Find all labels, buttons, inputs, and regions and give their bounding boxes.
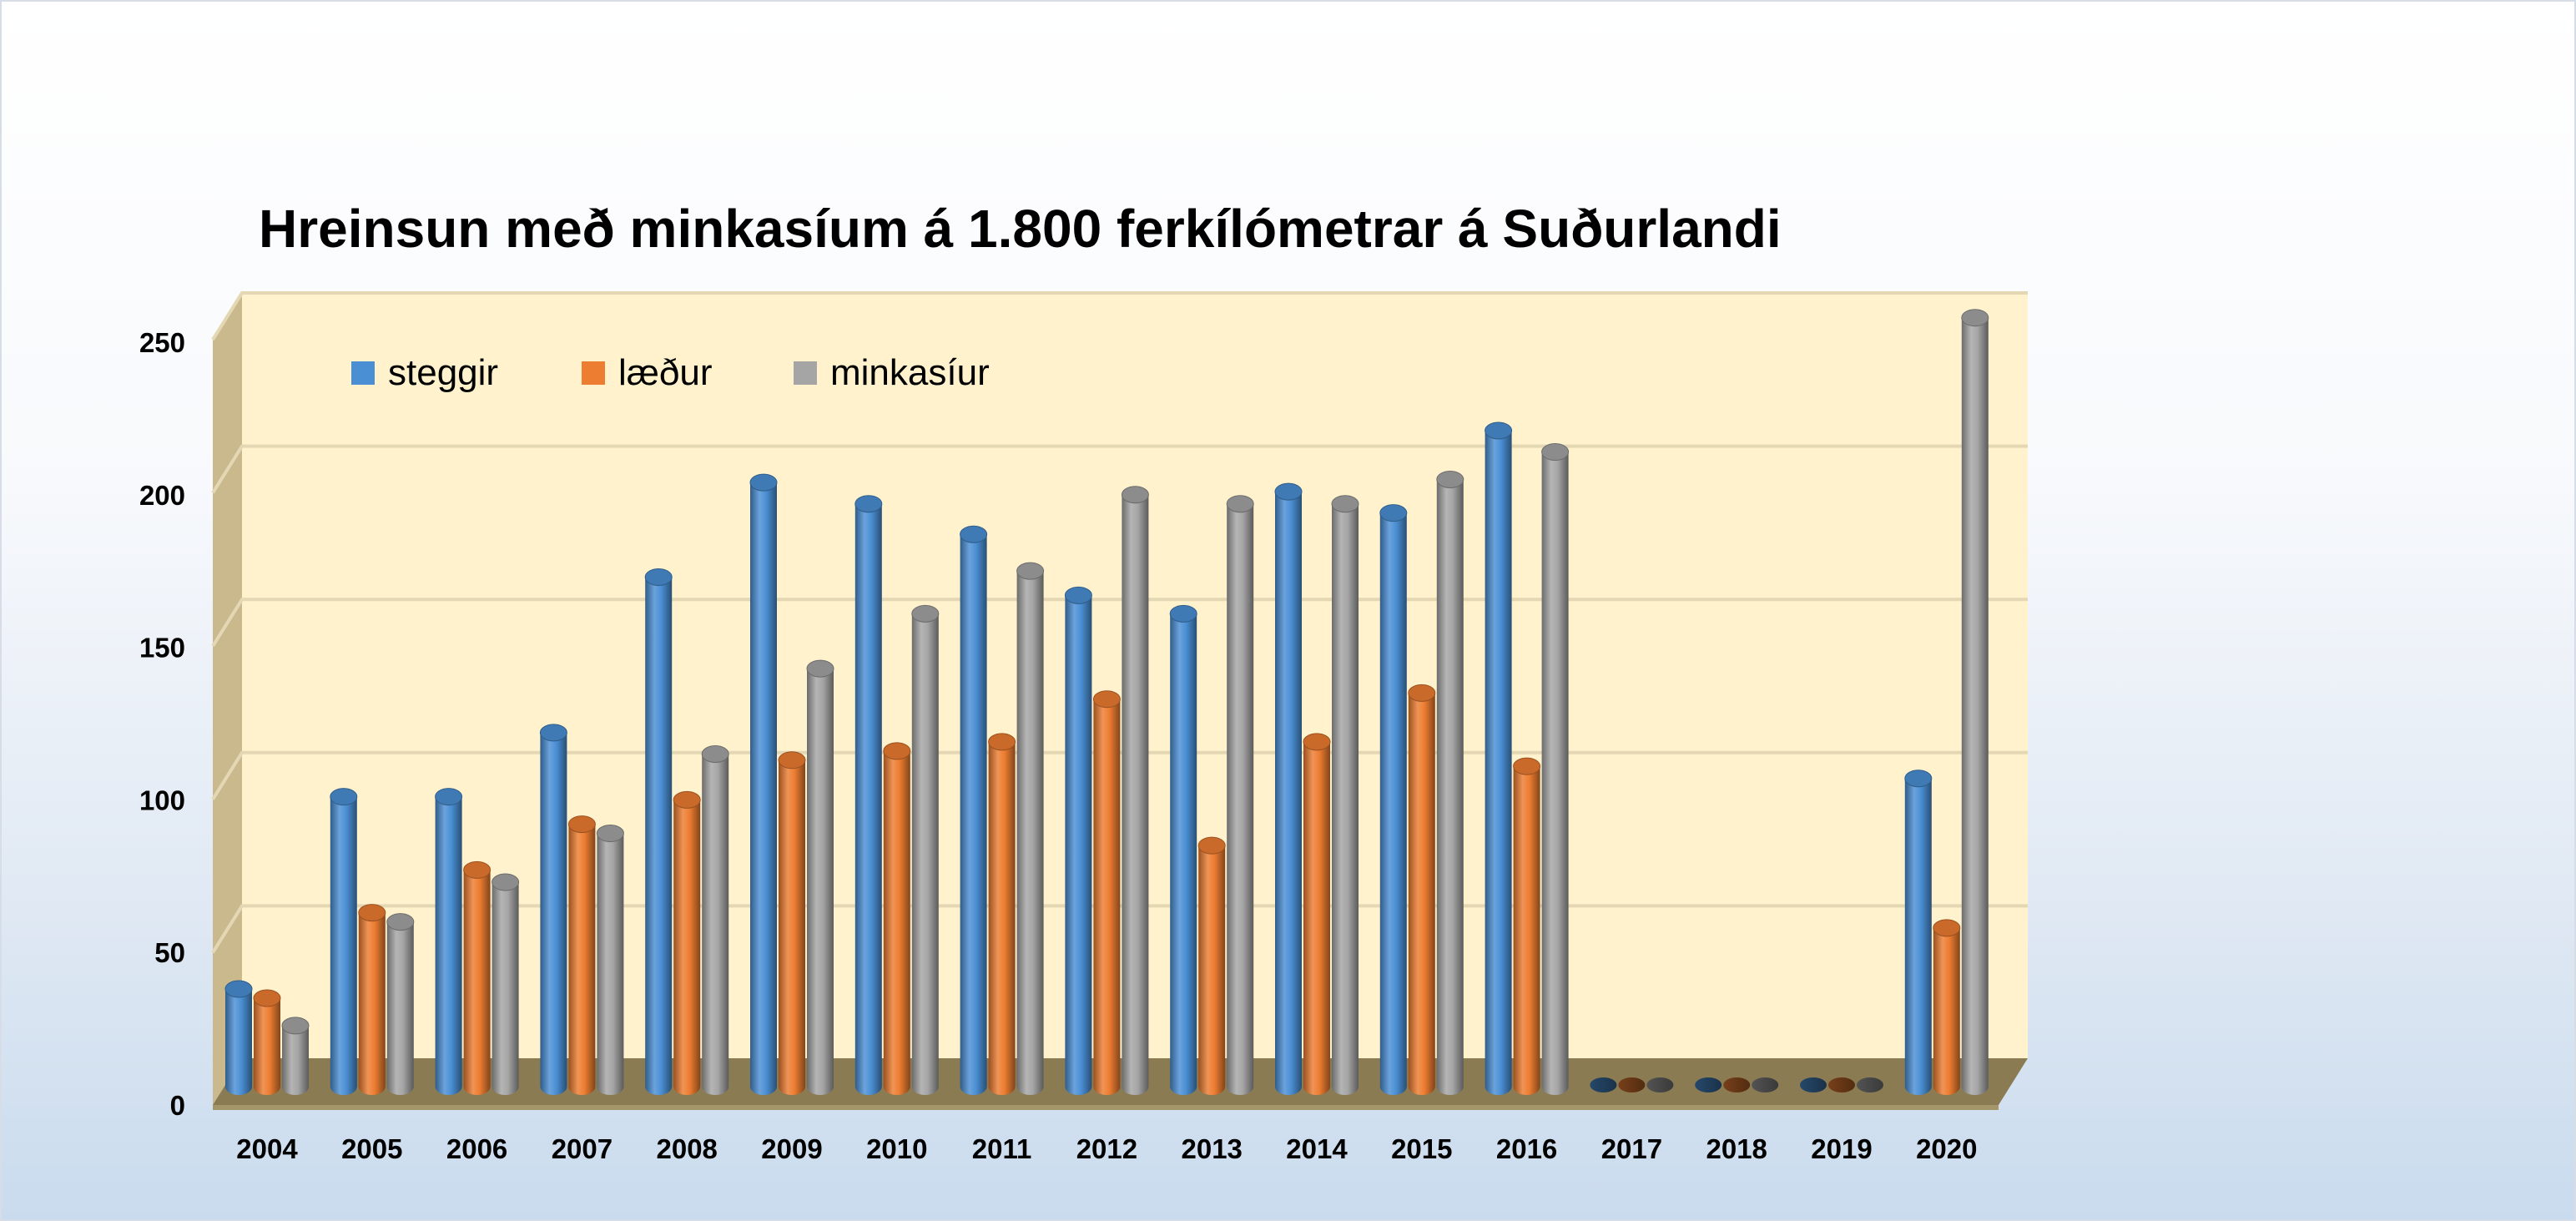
- bar-minkasíur-2017: [1646, 1077, 1674, 1092]
- bar-steggir-2020: [1904, 769, 1933, 1095]
- bar-minkasíur-2010: [911, 604, 940, 1095]
- y-tick-label: 50: [154, 937, 185, 968]
- legend-swatch-minkasiur: [794, 361, 817, 385]
- x-tick-label: 2014: [1286, 1133, 1348, 1164]
- x-tick-label: 2009: [761, 1133, 822, 1164]
- bar-steggir-2018: [1695, 1077, 1722, 1092]
- bar-læður-2019: [1828, 1077, 1855, 1092]
- bar-læður-2004: [253, 989, 281, 1095]
- bar-læður-2006: [463, 860, 492, 1095]
- x-tick-label: 2020: [1916, 1133, 1977, 1164]
- bar-steggir-2012: [1064, 586, 1092, 1095]
- bar-læður-2018: [1723, 1077, 1751, 1092]
- x-tick-label: 2016: [1496, 1133, 1557, 1164]
- x-tick-label: 2011: [972, 1133, 1032, 1164]
- bar-minkasíur-2012: [1121, 486, 1149, 1095]
- x-tick-label: 2013: [1181, 1133, 1242, 1164]
- bar-minkasíur-2005: [386, 913, 415, 1095]
- y-tick-label: 200: [139, 480, 185, 511]
- bar-minkasíur-2004: [281, 1017, 310, 1095]
- x-tick-label: 2004: [236, 1133, 298, 1164]
- x-tick-label: 2006: [446, 1133, 507, 1164]
- x-tick-label: 2015: [1391, 1133, 1452, 1164]
- x-tick-label: 2007: [552, 1133, 612, 1164]
- y-tick-label: 0: [170, 1090, 185, 1121]
- x-tick-label: 2018: [1706, 1133, 1767, 1164]
- x-axis-ticks: 2004 2005 2006 2007 2008 2009 2010 2011 2012 2013…: [236, 1133, 1977, 1164]
- y-tick-label: 150: [139, 633, 185, 663]
- bar-steggir-2006: [435, 788, 463, 1095]
- x-tick-label: 2010: [866, 1133, 927, 1164]
- bar-læður-2005: [358, 904, 386, 1095]
- legend: steggir læður minkasíur: [351, 352, 990, 393]
- bar-steggir-2019: [1800, 1077, 1827, 1092]
- y-axis-ticks: 0 50 100 150 200 250: [139, 327, 185, 1121]
- bar-læður-2013: [1197, 836, 1226, 1095]
- bar-minkasíur-2016: [1541, 443, 1570, 1095]
- y-tick-label: 100: [139, 785, 185, 815]
- bar-steggir-2016: [1485, 421, 1513, 1095]
- gridline: [211, 444, 2028, 494]
- bar-minkasíur-2020: [1961, 309, 1989, 1095]
- bar-minkasíur-2015: [1436, 470, 1464, 1095]
- bar-steggir-2010: [854, 495, 883, 1095]
- bar-læður-2010: [883, 742, 911, 1095]
- bar-steggir-2008: [644, 568, 673, 1095]
- y-tick-label: 250: [139, 327, 185, 358]
- bar-steggir-2011: [960, 525, 988, 1095]
- bar-læður-2011: [988, 733, 1016, 1095]
- bar-minkasíur-2018: [1752, 1077, 1779, 1092]
- x-tick-label: 2017: [1601, 1133, 1662, 1164]
- plot-floor-front: [213, 1105, 1999, 1110]
- bar-steggir-2009: [749, 473, 778, 1095]
- bar-minkasíur-2008: [701, 744, 729, 1095]
- legend-label-laedur: læður: [618, 352, 713, 393]
- bars: [224, 309, 1989, 1095]
- bar-læður-2016: [1513, 757, 1541, 1095]
- bar-minkasíur-2007: [596, 825, 624, 1095]
- gridline: [211, 291, 2028, 341]
- bar-læður-2009: [778, 751, 806, 1095]
- bar-steggir-2005: [330, 788, 358, 1095]
- plot-side-wall: [213, 294, 242, 1105]
- x-tick-label: 2008: [656, 1133, 717, 1164]
- bar-læður-2020: [1933, 919, 1961, 1095]
- x-tick-label: 2019: [1811, 1133, 1872, 1164]
- bar-steggir-2015: [1379, 504, 1408, 1095]
- legend-label-minkasiur: minkasíur: [830, 352, 990, 393]
- bar-læður-2012: [1092, 690, 1121, 1095]
- bar-steggir-2014: [1274, 482, 1303, 1095]
- bar-minkasíur-2014: [1331, 495, 1359, 1095]
- bar-steggir-2017: [1590, 1077, 1617, 1092]
- bar-læður-2017: [1618, 1077, 1646, 1092]
- legend-swatch-laedur: [582, 361, 605, 385]
- chart-title: Hreinsun með minkasíum á 1.800 ferkílóme…: [259, 199, 1782, 259]
- x-tick-label: 2005: [341, 1133, 402, 1164]
- bar-steggir-2013: [1169, 604, 1197, 1095]
- bar-minkasíur-2019: [1857, 1077, 1883, 1092]
- bar-læður-2008: [673, 790, 701, 1095]
- legend-item-laedur: læður: [582, 352, 713, 393]
- legend-swatch-steggir: [351, 361, 375, 385]
- gridline: [211, 598, 2028, 648]
- legend-item-steggir: steggir: [351, 352, 498, 393]
- bar-steggir-2007: [539, 724, 567, 1095]
- bar-steggir-2004: [224, 980, 253, 1095]
- bar-læður-2014: [1303, 733, 1331, 1095]
- bar-minkasíur-2011: [1016, 562, 1045, 1095]
- x-tick-label: 2012: [1076, 1133, 1137, 1164]
- bar-læður-2015: [1408, 684, 1436, 1095]
- bar-minkasíur-2009: [806, 659, 834, 1095]
- legend-item-minkasiur: minkasíur: [794, 352, 990, 393]
- bar-minkasíur-2013: [1226, 495, 1254, 1095]
- bar-læður-2007: [567, 815, 596, 1095]
- bar-minkasíur-2006: [492, 873, 520, 1095]
- legend-label-steggir: steggir: [388, 352, 498, 393]
